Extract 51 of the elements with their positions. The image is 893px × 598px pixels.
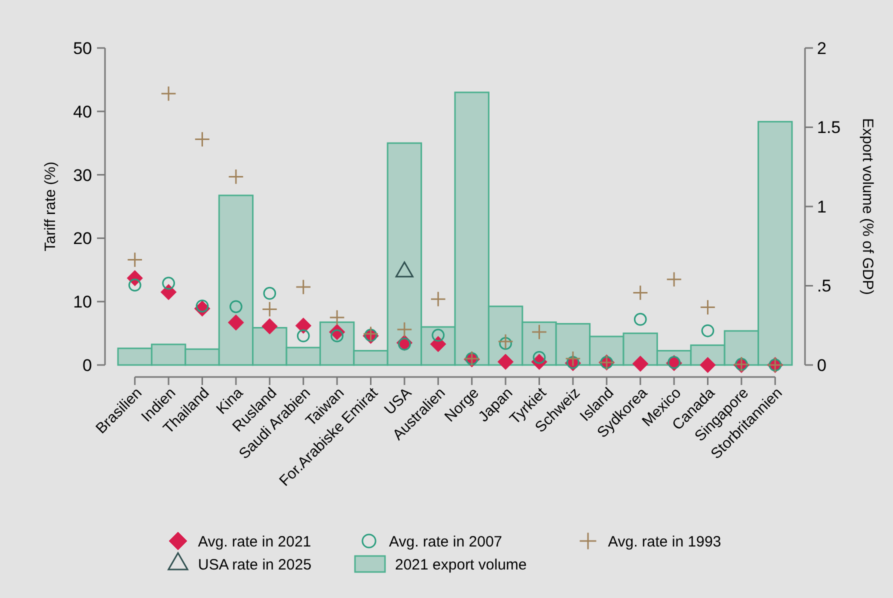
y-tick-label: 50 (73, 38, 92, 58)
point (295, 318, 312, 334)
point (666, 272, 682, 288)
point (634, 312, 647, 326)
point (330, 329, 344, 342)
point (498, 354, 514, 370)
point (329, 310, 345, 326)
y2-tick-label: .5 (817, 276, 832, 296)
point (228, 168, 244, 185)
y-tick-label: 10 (73, 292, 92, 312)
point (262, 301, 278, 318)
point (296, 329, 310, 342)
y-tick-label: 30 (73, 166, 92, 185)
point (396, 322, 412, 338)
point (632, 284, 648, 301)
point (262, 318, 278, 334)
legend-label: 2021 export volume (395, 556, 527, 574)
y2-axis-title: Export volume (% of GDP) (859, 118, 876, 295)
point (432, 328, 445, 342)
y2-tick-label: 1 (817, 197, 826, 216)
point (565, 350, 581, 367)
point (700, 299, 716, 316)
point (194, 131, 210, 148)
y2-tick-label: 1.5 (817, 118, 841, 138)
point (263, 286, 276, 300)
legend-label: Avg. rate in 2007 (389, 533, 502, 550)
point (499, 337, 512, 350)
legend-label: Avg. rate in 1993 (608, 533, 722, 550)
point (196, 300, 209, 312)
point (128, 278, 142, 292)
legend-label: Avg. rate in 2021 (198, 533, 312, 550)
point (126, 252, 143, 268)
y-tick-label: 0 (82, 356, 92, 375)
legend-label: USA rate in 2025 (198, 556, 312, 574)
point (632, 356, 648, 372)
y-tick-label: 20 (73, 229, 92, 248)
point (228, 314, 244, 331)
point (700, 356, 716, 374)
point (160, 86, 176, 102)
point (430, 291, 446, 307)
point (531, 324, 548, 340)
point (230, 300, 242, 314)
point (701, 324, 714, 338)
point (160, 284, 177, 300)
point (532, 350, 546, 364)
y2-tick-label: 0 (817, 356, 826, 375)
point (162, 276, 175, 290)
y2-tick-label: 2 (817, 38, 826, 58)
y-axis-title: Tariff rate (%) (42, 162, 59, 252)
y-tick-label: 40 (73, 102, 92, 122)
point (295, 279, 312, 295)
